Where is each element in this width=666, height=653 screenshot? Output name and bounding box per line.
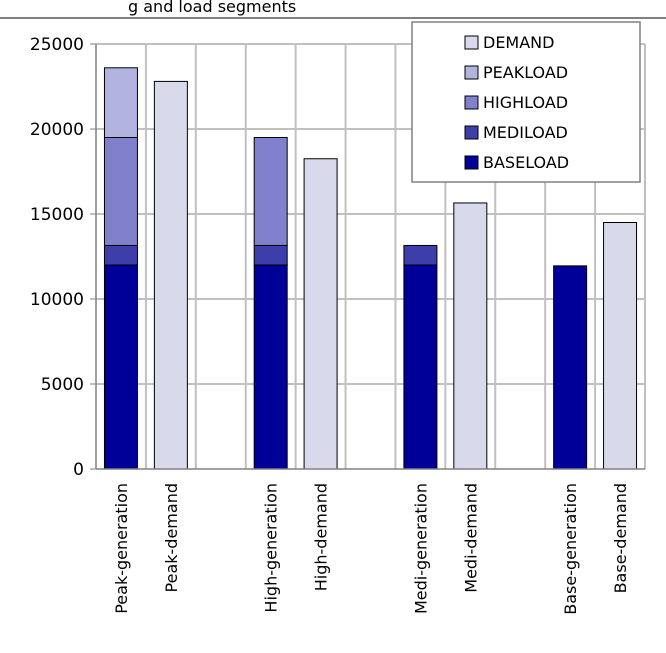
bars <box>103 67 638 470</box>
legend-swatch-highload <box>464 95 479 110</box>
bar-demand-base-demand <box>603 222 638 470</box>
bar-mediload-medi-generation <box>403 244 438 266</box>
x-tick-label-high-generation: High-generation <box>262 483 281 613</box>
chart-title-clipped: g and load segments <box>128 0 296 16</box>
bar-demand-high-demand <box>303 158 338 470</box>
legend-label-peakload: PEAKLOAD <box>483 63 568 82</box>
y-tick-label: 15000 <box>30 205 84 225</box>
legend-box <box>411 21 641 183</box>
legend: DEMAND PEAKLOAD HIGHLOAD MEDILOAD BASELOAD <box>411 21 641 183</box>
bar-demand-peak-demand <box>153 80 188 470</box>
axes: 0 5000 10000 15000 20000 25000 Peak-generation… <box>30 35 645 615</box>
legend-swatch-baseload <box>464 155 479 170</box>
bar-baseload-high-generation <box>253 264 288 470</box>
y-tick-label: 20000 <box>30 120 84 140</box>
x-tick-label-peak-demand: Peak-demand <box>162 483 181 592</box>
bar-demand-medi-demand <box>453 202 488 470</box>
bar-baseload-base-generation <box>553 265 588 470</box>
y-tick-label: 5000 <box>41 375 84 395</box>
legend-swatch-demand <box>464 35 479 50</box>
legend-swatch-mediload <box>464 125 479 140</box>
legend-label-mediload: MEDILOAD <box>483 123 568 142</box>
y-tick-label: 10000 <box>30 290 84 310</box>
bar-highload-peak-generation <box>103 137 138 246</box>
y-tick-label: 0 <box>73 460 84 480</box>
legend-swatch-peakload <box>464 65 479 80</box>
legend-label-demand: DEMAND <box>483 33 554 52</box>
bar-baseload-peak-generation <box>103 264 138 470</box>
x-tick-label-medi-demand: Medi-demand <box>461 483 480 593</box>
gridlines <box>96 43 646 469</box>
bar-mediload-peak-generation <box>103 244 138 266</box>
bar-baseload-medi-generation <box>403 264 438 470</box>
bar-peakload-peak-generation <box>103 67 138 138</box>
bar-highload-high-generation <box>253 137 288 246</box>
x-tick-label-base-demand: Base-demand <box>611 483 630 593</box>
legend-label-highload: HIGHLOAD <box>483 93 568 112</box>
x-tick-label-high-demand: High-demand <box>312 483 331 591</box>
x-tick-label-base-generation: Base-generation <box>561 483 580 615</box>
y-tick-label: 25000 <box>30 35 84 55</box>
bar-mediload-high-generation <box>253 244 288 266</box>
legend-label-baseload: BASELOAD <box>483 153 569 172</box>
x-tick-label-medi-generation: Medi-generation <box>411 483 430 614</box>
x-tick-label-peak-generation: Peak-generation <box>112 483 131 614</box>
